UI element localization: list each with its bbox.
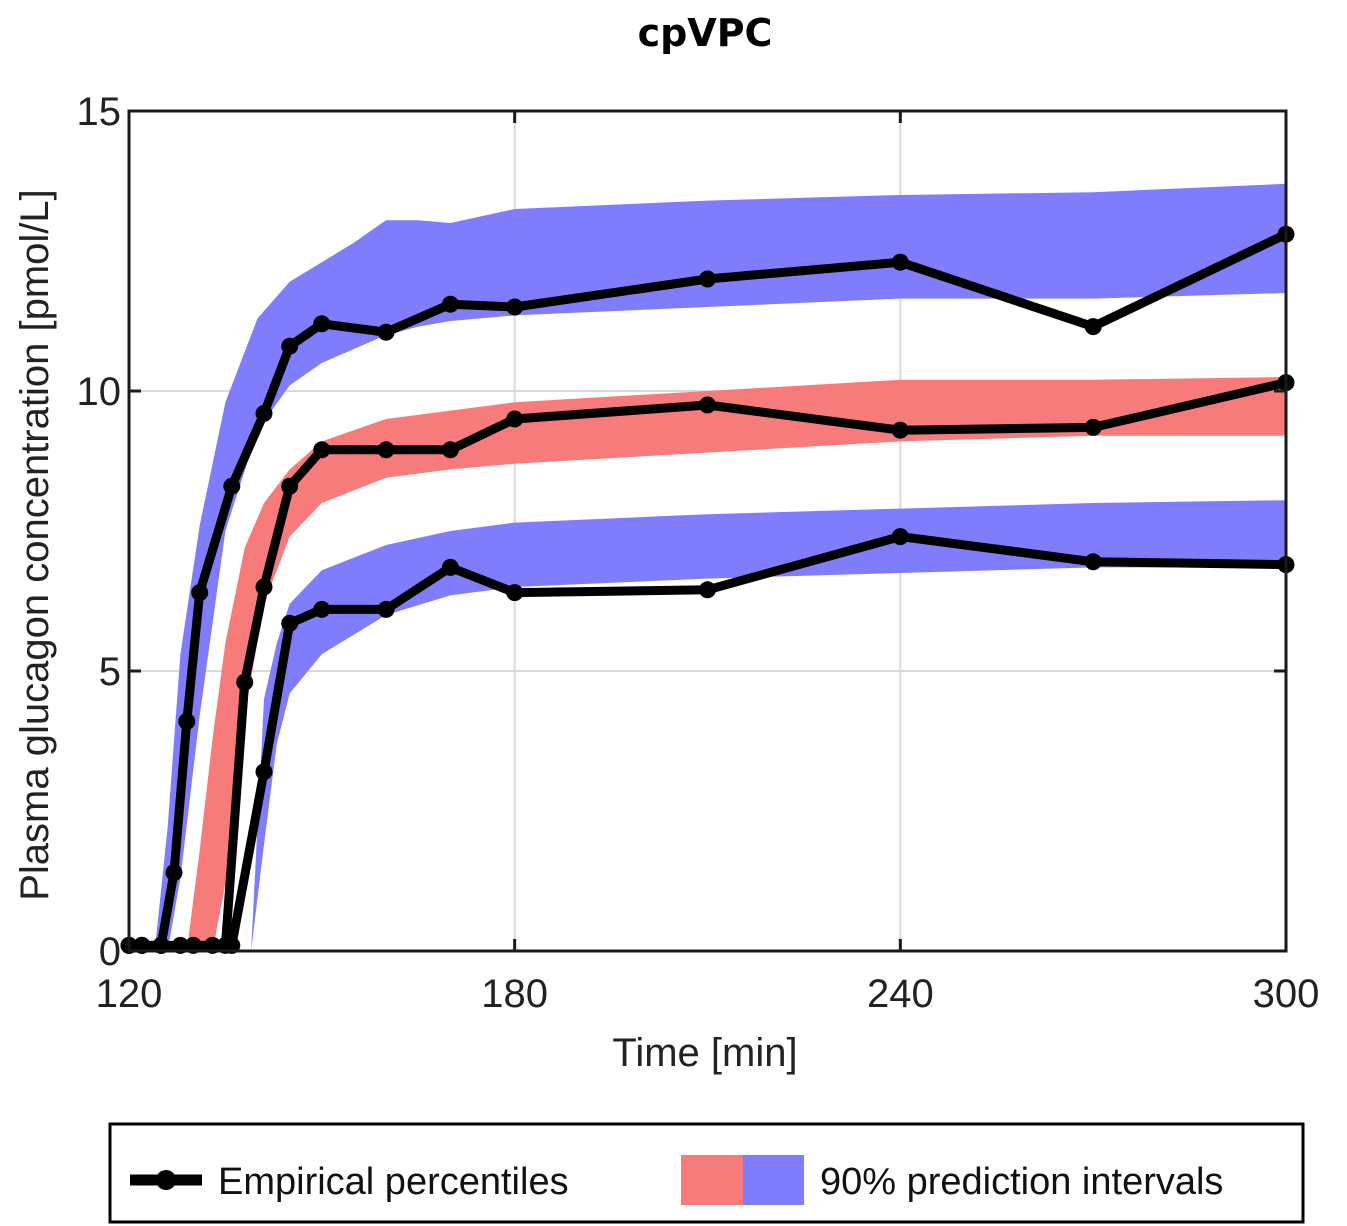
percentile-point-1-7 — [236, 673, 254, 691]
x-axis-label: Time [min] — [612, 1031, 797, 1075]
percentile-point-1-14 — [699, 396, 716, 414]
y-tick-label-0: 0 — [99, 930, 121, 974]
percentile-point-1-9 — [281, 477, 299, 495]
legend-blue-swatch — [743, 1155, 804, 1205]
y-tick-label-10: 10 — [77, 370, 122, 414]
legend: Empirical percentiles 90% prediction int… — [108, 1122, 1305, 1224]
percentile-point-1-13 — [506, 410, 524, 428]
percentile-point-0-7 — [255, 404, 273, 422]
percentile-point-2-4 — [377, 600, 395, 618]
legend-entry-empirical-percentiles: Empirical percentiles — [218, 1161, 569, 1203]
prediction-band-2 — [251, 500, 1287, 951]
legend-entry-prediction-intervals: 90% prediction intervals — [820, 1161, 1223, 1203]
percentile-point-0-14 — [891, 253, 909, 271]
percentile-point-2-3 — [313, 600, 331, 618]
y-axis-ticks: 0 5 10 15 — [77, 90, 1286, 974]
percentile-point-2-9 — [1084, 553, 1102, 571]
y-axis-label: Plasma glucagon concentration [pmol/L] — [13, 189, 57, 901]
percentile-point-1-8 — [255, 578, 273, 596]
x-tick-label-240: 240 — [867, 972, 934, 1016]
percentile-point-1-11 — [377, 441, 395, 459]
percentile-point-1-10 — [313, 441, 331, 459]
prediction-band-1 — [186, 377, 1286, 951]
percentile-point-0-8 — [281, 337, 299, 355]
percentile-point-0-11 — [441, 295, 459, 313]
percentile-point-0-10 — [377, 323, 395, 341]
x-tick-label-120: 120 — [96, 972, 163, 1016]
percentile-point-1-15 — [891, 421, 909, 439]
percentile-point-2-1 — [255, 763, 273, 781]
percentile-point-0-9 — [313, 315, 331, 333]
percentile-point-1-12 — [441, 441, 459, 459]
x-tick-label-300: 300 — [1253, 972, 1320, 1016]
percentile-point-2-6 — [506, 584, 524, 602]
x-axis-ticks: 120 180 240 300 — [96, 111, 1320, 1016]
y-tick-label-5: 5 — [99, 650, 121, 694]
percentile-point-2-5 — [441, 558, 459, 576]
legend-red-swatch — [681, 1155, 743, 1205]
percentile-point-0-12 — [506, 298, 524, 316]
prediction-band-0 — [154, 183, 1287, 952]
percentile-point-0-3 — [165, 864, 183, 882]
percentile-point-0-4 — [178, 712, 196, 730]
percentile-point-2-7 — [699, 581, 716, 599]
empirical-percentile-lines — [120, 225, 1295, 954]
percentile-point-0-6 — [223, 477, 241, 495]
percentile-point-1-16 — [1084, 418, 1102, 436]
chart-title: cpVPC — [638, 11, 773, 55]
y-tick-label-15: 15 — [77, 90, 122, 134]
percentile-point-0-15 — [1084, 318, 1102, 336]
axes-box — [127, 109, 1288, 953]
prediction-interval-bands — [154, 183, 1287, 952]
x-tick-label-180: 180 — [481, 972, 548, 1016]
percentile-point-2-2 — [281, 614, 299, 632]
percentile-point-2-8 — [891, 528, 909, 546]
legend-marker-swatch — [156, 1170, 176, 1190]
percentile-point-0-5 — [191, 584, 209, 602]
axes-frame — [127, 109, 1288, 953]
percentile-point-0-13 — [699, 270, 716, 288]
